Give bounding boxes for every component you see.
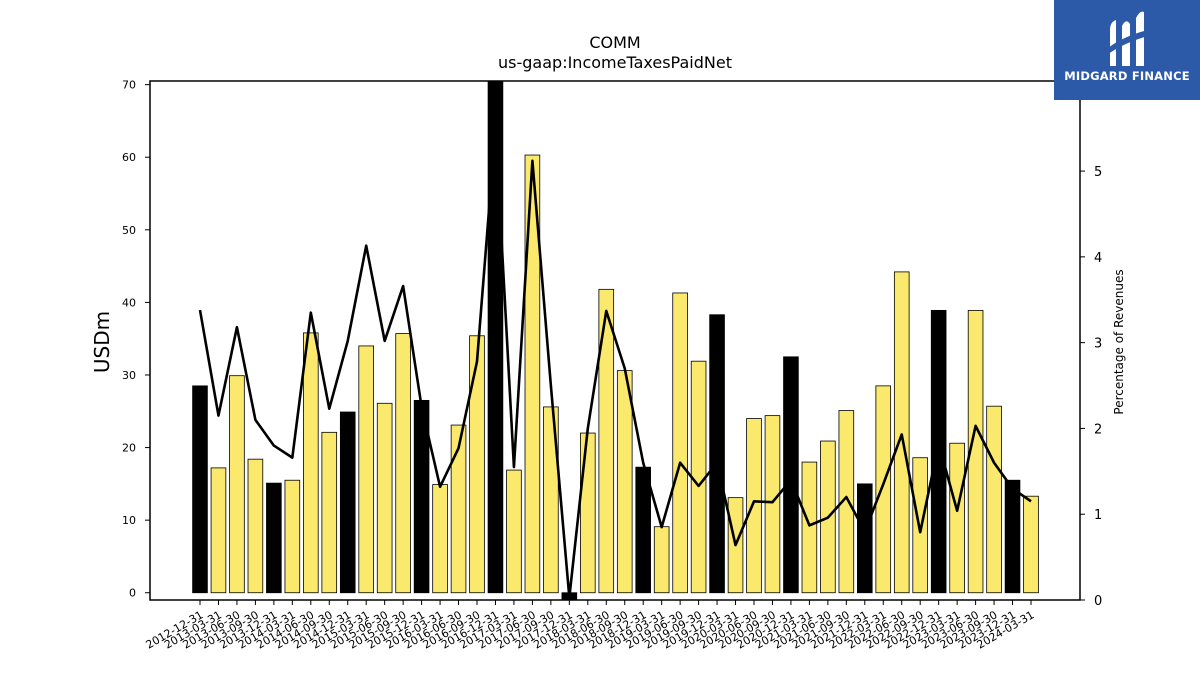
bar — [321, 431, 338, 594]
y2-tick-label: 5 — [1094, 165, 1102, 180]
y-tick-label: 70 — [122, 79, 136, 92]
bar — [339, 411, 356, 594]
y2-axis-label: Percentage of Revenues — [1112, 269, 1126, 414]
y-axis: 0 10 20 30 40 50 60 70 — [122, 79, 150, 600]
bar — [1023, 495, 1039, 594]
chart-subtitle: us-gaap:IncomeTaxesPaidNet — [498, 53, 732, 72]
bar — [376, 402, 393, 594]
y-tick-label: 50 — [122, 224, 136, 237]
bar — [875, 385, 892, 594]
bar — [930, 309, 947, 594]
y2-tick-label: 1 — [1094, 508, 1102, 523]
bar — [764, 415, 781, 594]
bar-series — [192, 80, 1039, 601]
y2-axis: 0 1 2 3 4 5 — [1080, 165, 1102, 609]
bar — [229, 375, 245, 594]
bar — [986, 405, 1002, 594]
bar — [746, 418, 762, 594]
bar — [358, 345, 374, 594]
bar — [672, 292, 688, 594]
bar — [893, 271, 910, 594]
bar — [487, 80, 504, 594]
bar — [395, 333, 411, 594]
bar — [635, 466, 651, 594]
plot-frame — [149, 80, 1081, 601]
y2-tick-label: 3 — [1094, 337, 1102, 352]
bar — [616, 370, 633, 594]
bar — [450, 424, 467, 594]
bar — [1004, 479, 1021, 594]
bar — [838, 410, 855, 594]
line-series — [198, 126, 1032, 599]
brand-mark-icon — [1108, 11, 1148, 67]
y-tick-label: 60 — [122, 151, 136, 164]
bar — [432, 484, 448, 594]
chart-title: COMM — [589, 33, 640, 52]
bar — [949, 442, 965, 594]
y2-tick-label: 0 — [1094, 594, 1102, 609]
y-axis-label: USDm — [90, 311, 114, 373]
bar — [192, 385, 208, 594]
bar — [598, 288, 615, 594]
line-path — [198, 126, 1032, 599]
bar — [303, 332, 319, 594]
bar — [469, 335, 485, 594]
bar — [210, 467, 227, 594]
bar — [580, 432, 596, 594]
bar — [284, 479, 301, 594]
y-tick-label: 20 — [122, 442, 136, 455]
y2-tick-label: 2 — [1094, 422, 1102, 437]
bar — [524, 154, 541, 594]
bar — [709, 314, 725, 594]
bar — [266, 482, 282, 594]
y-tick-label: 30 — [122, 369, 136, 382]
brand-name: MIDGARD FINANCE — [1064, 69, 1190, 83]
brand-logo: MIDGARD FINANCE — [1054, 0, 1200, 100]
bar — [690, 360, 707, 594]
bar — [967, 309, 984, 594]
x-axis: 2012-12-312013-03-312013-06-302013-09-30… — [144, 600, 1037, 652]
bar — [653, 526, 670, 594]
bar — [857, 483, 873, 594]
y-tick-label: 40 — [122, 296, 136, 309]
y-tick-label: 0 — [129, 587, 136, 600]
bar — [783, 356, 799, 594]
y2-tick-label: 4 — [1094, 251, 1102, 266]
y-tick-label: 10 — [122, 514, 136, 527]
bar — [247, 458, 264, 594]
bar — [543, 406, 559, 594]
bar — [801, 461, 818, 594]
bar — [506, 469, 522, 594]
